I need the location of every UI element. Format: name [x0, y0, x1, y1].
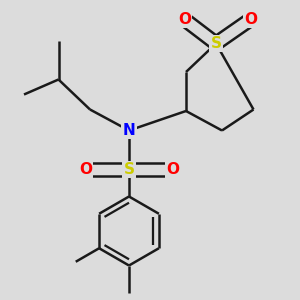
Text: S: S	[124, 162, 134, 177]
Text: S: S	[211, 36, 221, 51]
Text: O: O	[79, 162, 92, 177]
Text: O: O	[244, 12, 257, 27]
Text: O: O	[178, 12, 191, 27]
Text: O: O	[166, 162, 179, 177]
Text: N: N	[123, 123, 135, 138]
